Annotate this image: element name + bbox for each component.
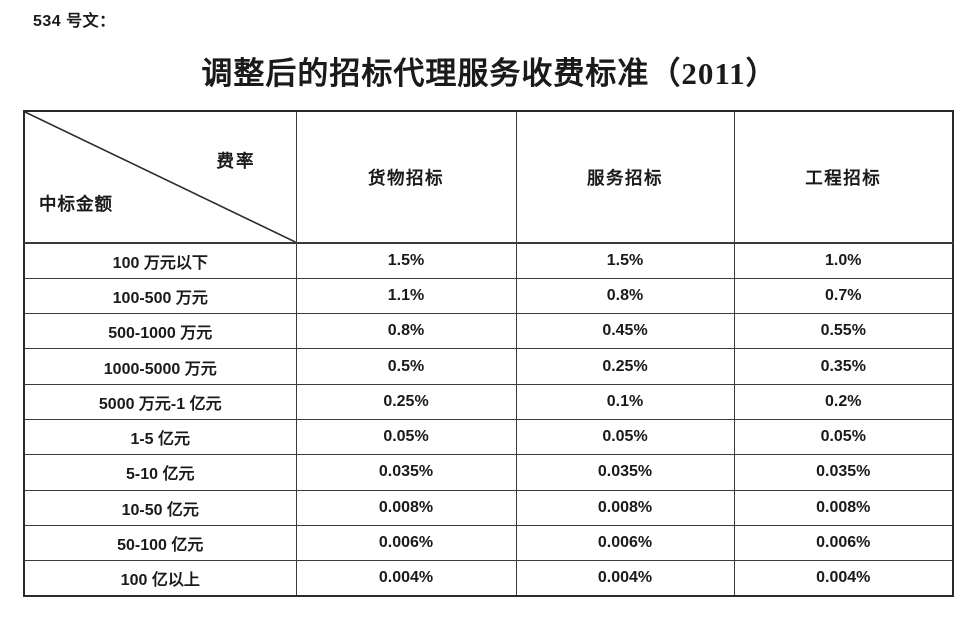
rate-cell: 0.006% [733, 524, 954, 562]
rate-cell: 1.5% [515, 242, 735, 279]
rate-cell: 0.7% [733, 277, 954, 315]
column-header-engineering: 工程招标 [733, 110, 954, 245]
rate-cell: 0.008% [733, 489, 954, 526]
table-header-row: 费率 中标金额 货物招标 服务招标 工程招标 [23, 110, 954, 245]
rate-cell: 1.0% [733, 242, 954, 279]
table-row: 100 亿以上 0.004% 0.004% 0.004% [23, 560, 954, 597]
rate-cell: 0.004% [733, 560, 954, 597]
table-row: 100-500 万元 1.1% 0.8% 0.7% [23, 277, 954, 315]
rate-cell: 0.5% [295, 348, 517, 385]
rate-cell: 0.25% [295, 383, 517, 420]
table-row: 50-100 亿元 0.006% 0.006% 0.006% [23, 524, 954, 562]
table-row: 1000-5000 万元 0.5% 0.25% 0.35% [23, 348, 954, 385]
rate-cell: 0.006% [515, 524, 735, 562]
row-label: 1-5 亿元 [23, 418, 297, 456]
rate-cell: 0.05% [515, 418, 735, 456]
table-row: 1-5 亿元 0.05% 0.05% 0.05% [23, 418, 954, 456]
row-label: 5000 万元-1 亿元 [23, 383, 297, 420]
corner-cell: 费率 中标金额 [23, 110, 297, 245]
rate-cell: 0.006% [295, 524, 517, 562]
row-label: 10-50 亿元 [23, 489, 297, 526]
row-label: 100 亿以上 [23, 560, 297, 597]
row-label: 500-1000 万元 [23, 313, 297, 350]
corner-label-rate: 费率 [216, 151, 256, 171]
corner-label-amount: 中标金额 [39, 194, 113, 215]
rate-cell: 0.8% [295, 313, 517, 350]
rate-cell: 0.008% [295, 489, 517, 526]
table-row: 10-50 亿元 0.008% 0.008% 0.008% [23, 489, 954, 526]
rate-cell: 0.004% [515, 560, 735, 597]
rate-cell: 0.035% [295, 454, 517, 491]
table-row: 500-1000 万元 0.8% 0.45% 0.55% [23, 313, 954, 350]
fee-table: 费率 中标金额 货物招标 服务招标 工程招标 100 万元以下 1.5% 1.5… [23, 110, 954, 597]
row-label: 100-500 万元 [23, 277, 297, 315]
column-header-services: 服务招标 [515, 110, 735, 245]
diagonal-divider-line [25, 112, 296, 242]
rate-cell: 0.1% [515, 383, 735, 420]
page-title: 调整后的招标代理服务收费标准（2011） [201, 56, 778, 91]
rate-cell: 0.25% [515, 348, 735, 385]
row-label: 100 万元以下 [23, 242, 297, 279]
rate-cell: 0.2% [733, 383, 954, 420]
rate-cell: 0.35% [733, 348, 954, 385]
rate-cell: 0.035% [515, 454, 735, 491]
rate-cell: 0.035% [733, 454, 954, 491]
rate-cell: 1.1% [295, 277, 517, 315]
rate-cell: 0.8% [515, 277, 735, 315]
row-label: 1000-5000 万元 [23, 348, 297, 385]
row-label: 5-10 亿元 [23, 454, 297, 491]
rate-cell: 0.008% [515, 489, 735, 526]
rate-cell: 0.05% [733, 418, 954, 456]
table-row: 100 万元以下 1.5% 1.5% 1.0% [23, 242, 954, 279]
rate-cell: 0.45% [515, 313, 735, 350]
rate-cell: 1.5% [295, 242, 517, 279]
row-label: 50-100 亿元 [23, 524, 297, 562]
doc-number: 534 号文： [33, 13, 116, 30]
table-row: 5-10 亿元 0.035% 0.035% 0.035% [23, 454, 954, 491]
table-row: 5000 万元-1 亿元 0.25% 0.1% 0.2% [23, 383, 954, 420]
rate-cell: 0.55% [733, 313, 954, 350]
column-header-goods: 货物招标 [295, 110, 517, 245]
rate-cell: 0.004% [295, 560, 517, 597]
rate-cell: 0.05% [295, 418, 517, 456]
